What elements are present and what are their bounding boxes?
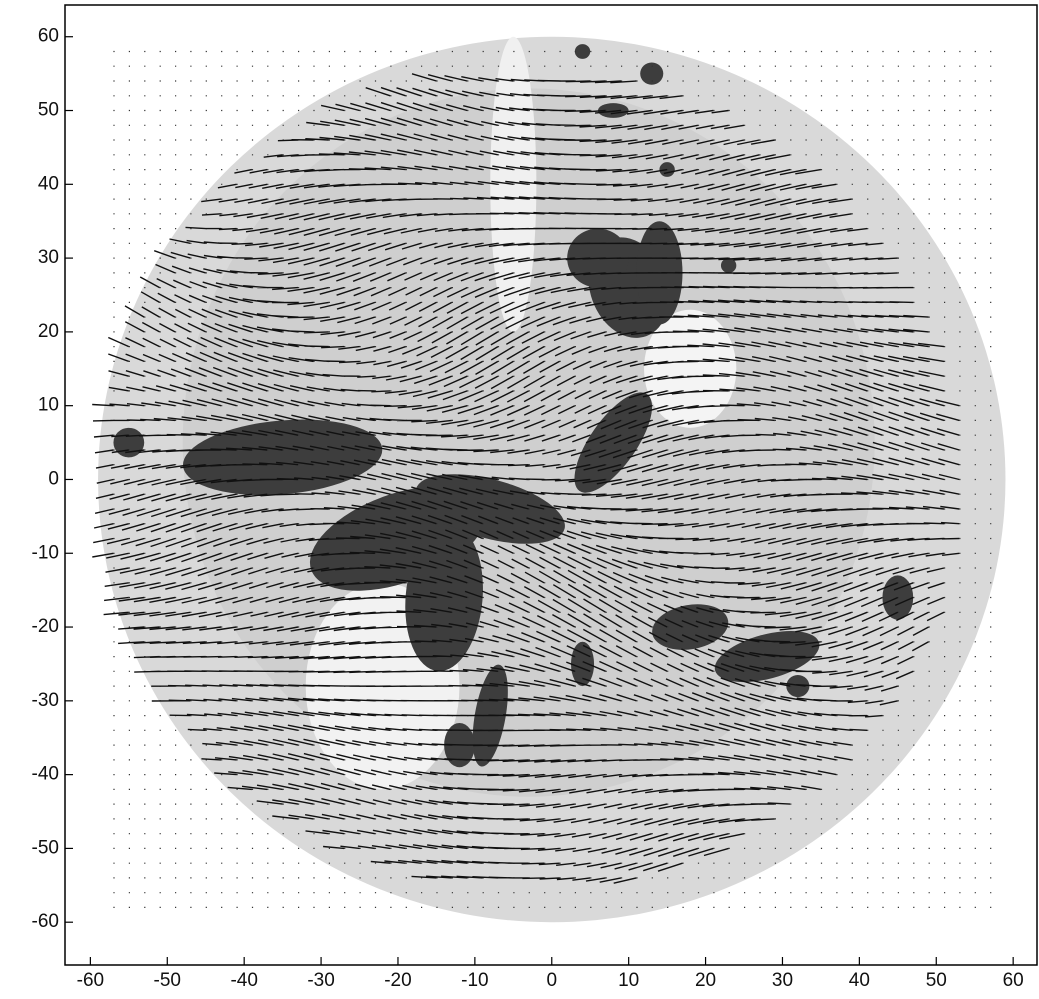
y-tick-label: 40	[38, 173, 59, 194]
x-tick-label: 10	[618, 970, 639, 991]
x-tick-label: -10	[461, 970, 488, 991]
y-tick-label: 20	[38, 321, 59, 342]
y-tick-label: 50	[38, 100, 59, 121]
y-tick-label: -50	[32, 837, 59, 858]
x-tick-label: 30	[772, 970, 793, 991]
y-tick-label: 0	[48, 468, 59, 489]
chart: -60 -50 -40 -30 -20 -10 0 10 20 30 40 50 60 -60 -50 -40…	[0, 0, 1039, 994]
x-tick-label: -40	[230, 970, 257, 991]
x-tick-label: 60	[1003, 970, 1024, 991]
x-tick-label: 40	[849, 970, 870, 991]
dark-region	[575, 44, 590, 59]
y-tick-label: 10	[38, 395, 59, 416]
y-tick-label: -10	[32, 542, 59, 563]
y-tick-label: 60	[38, 26, 59, 47]
x-tick-label: -30	[307, 970, 334, 991]
y-tick-label: -20	[32, 616, 59, 637]
x-tick-label: -20	[384, 970, 411, 991]
x-tick-label: -50	[154, 970, 181, 991]
x-tick-label: 20	[695, 970, 716, 991]
y-tick-label: -40	[32, 764, 59, 785]
x-tick-label: 0	[546, 970, 557, 991]
y-tick-label: 30	[38, 247, 59, 268]
x-tick-label: -60	[77, 970, 104, 991]
page: {"chart_data": {"type": "vector-field", …	[0, 0, 1039, 994]
x-tick-label: 50	[926, 970, 947, 991]
y-tick-label: -60	[32, 911, 59, 932]
y-tick-label: -30	[32, 690, 59, 711]
